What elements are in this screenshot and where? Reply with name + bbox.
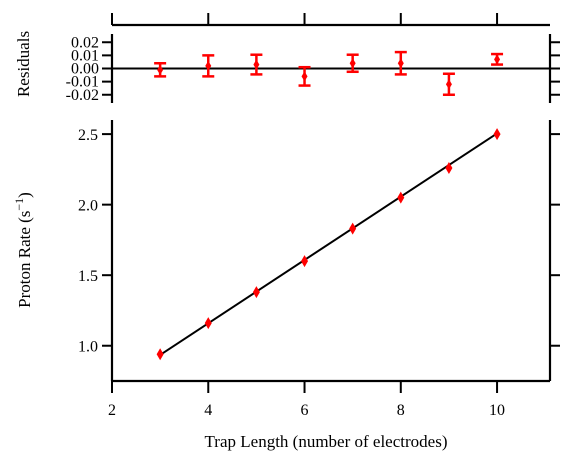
residual-point-2	[253, 59, 260, 70]
residuals-ytick-label-2: 0.00	[71, 61, 99, 78]
main-ytick-label-1: 1.5	[78, 268, 98, 285]
main-ytick-label-3: 2.5	[78, 127, 98, 144]
residuals-ylabel: Residuals	[14, 31, 33, 97]
residuals-ytick-label-0: 0.02	[71, 34, 99, 51]
main-xtick-label-1: 4	[204, 402, 212, 419]
main-point-5	[397, 191, 405, 204]
residual-point-0	[157, 64, 164, 75]
residual-point-7	[494, 54, 501, 65]
residuals-ytick-label-4: -0.02	[66, 87, 99, 104]
main-ytick-label-2: 2.0	[78, 198, 98, 215]
main-ylabel-text: Proton Rate (s	[15, 211, 34, 308]
main-point-3	[301, 255, 309, 268]
main-ylabel: Proton Rate (s−1)	[12, 192, 34, 308]
main-ylabel-end: )	[15, 192, 34, 198]
main-ylabel-sup: −1	[12, 198, 26, 211]
residual-point-1	[205, 60, 212, 71]
main-fit-line	[159, 132, 498, 356]
main-ytick-label-0: 1.0	[78, 339, 98, 356]
residual-point-4	[349, 58, 356, 69]
main-point-2	[252, 286, 260, 299]
main-xtick-label-2: 6	[301, 402, 309, 419]
main-xlabel: Trap Length (number of electrodes)	[205, 432, 448, 451]
residuals-panel: 0.020.010.00-0.01-0.02	[66, 13, 560, 104]
residuals-ytick-label-1: 0.01	[71, 47, 99, 64]
main-xtick-label-4: 10	[489, 402, 505, 419]
residual-point-5	[397, 58, 404, 69]
main-point-4	[349, 222, 357, 235]
main-xtick-label-0: 2	[108, 402, 116, 419]
residuals-ytick-label-3: -0.01	[66, 74, 99, 91]
residual-point-6	[445, 79, 452, 90]
main-point-6	[445, 161, 453, 174]
main-point-0	[156, 348, 164, 361]
main-point-1	[204, 317, 212, 330]
main-panel: 1.0 1.5 2.0 2.5 2 4 6 8 10	[78, 120, 560, 419]
main-point-7	[493, 128, 501, 141]
main-xtick-label-3: 8	[397, 402, 405, 419]
residual-point-3	[301, 71, 308, 82]
